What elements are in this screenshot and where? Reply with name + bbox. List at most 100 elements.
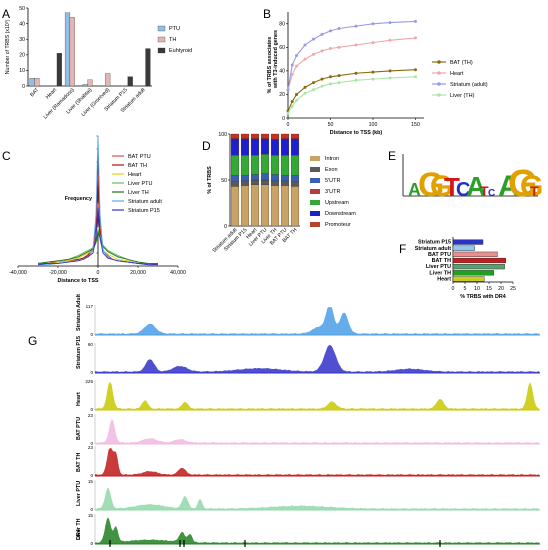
d-bar-segment — [280, 180, 290, 186]
b-point — [337, 26, 341, 30]
b-y-tick-label: 0 — [282, 116, 285, 122]
f-y-tick-label: Striatum P15 — [418, 240, 451, 246]
d-legend-swatch — [310, 178, 320, 183]
b-y-tick-label: 20 — [279, 92, 285, 98]
a-bar — [127, 76, 133, 87]
e-logo-letter: A — [408, 180, 421, 200]
b-point — [320, 49, 324, 53]
b-y-label-line: with T3-induced genes — [273, 30, 279, 89]
d-bar-segment — [270, 185, 280, 227]
d-legend-swatch — [310, 200, 320, 205]
g-scale-zero: 0 — [90, 332, 93, 337]
d-bar-segment — [270, 139, 280, 156]
b-point — [371, 22, 375, 26]
b-point — [295, 92, 298, 96]
f-y-tick-label: Heart — [437, 277, 451, 283]
b-legend-marker — [437, 93, 441, 97]
d-bar-segment — [240, 180, 250, 186]
g-scale-zero: 0 — [90, 441, 93, 446]
d-bar-segment — [250, 155, 260, 175]
g-scale-zero: 0 — [90, 407, 93, 412]
b-legend-label: Striatum (adult) — [450, 82, 488, 88]
b-point — [329, 82, 332, 86]
f-bar — [452, 276, 485, 282]
a-bar — [105, 73, 111, 87]
e-logo-letter: G — [520, 170, 543, 203]
b-legend-marker — [437, 71, 441, 75]
f-x-label: % TRBS with DR4 — [460, 294, 506, 300]
b-point — [388, 38, 392, 42]
d-bar-segment — [290, 133, 300, 139]
d-bar-segment — [230, 133, 240, 139]
c-x-tick-label: 40,000 — [170, 270, 186, 276]
b-y-tick-label: 40 — [279, 69, 285, 75]
b-point — [354, 71, 358, 75]
a-legend-swatch — [157, 47, 166, 54]
d-legend-swatch — [310, 156, 320, 161]
g-track-label: BAT TH — [76, 453, 82, 472]
f-bar — [452, 257, 506, 264]
e-logo-letter: G — [508, 163, 538, 205]
g-signal — [95, 419, 540, 444]
c-series-line — [37, 226, 158, 264]
g-signal — [95, 307, 540, 335]
panel-letter-c: C — [2, 149, 11, 163]
b-point — [329, 29, 332, 33]
d-bar-segment — [260, 179, 270, 185]
b-point — [414, 68, 417, 72]
d-bar-segment — [280, 133, 290, 139]
d-legend-label: Exon — [325, 167, 338, 173]
b-point — [320, 77, 324, 81]
g-signal — [95, 487, 540, 510]
d-bar-segment — [270, 155, 280, 175]
a-x-tick-label: Heart — [45, 87, 59, 101]
g-track-label: Striatum P15 — [76, 336, 82, 369]
a-bar — [64, 12, 71, 87]
b-legend-marker — [437, 60, 441, 64]
panel-g-genome-tracks: Striatum Adult 117 0 Striatum P15 60 0 Heart 22… — [76, 294, 540, 547]
f-bar — [452, 251, 498, 257]
d-bar-segment — [230, 186, 240, 227]
d-legend-label: 3'UTR — [325, 189, 340, 195]
b-point — [312, 37, 315, 41]
d-bar-segment — [270, 180, 280, 186]
a-y-tick-label: 0 — [22, 84, 25, 90]
f-x-tick-label: 20 — [498, 286, 504, 292]
d-bar-segment — [230, 155, 240, 176]
e-logo-letter: G — [430, 170, 453, 203]
g-track-label: DR4 — [76, 529, 82, 540]
b-legend-label: BAT (TH) — [450, 60, 473, 66]
g-scale-max: 117 — [86, 304, 94, 309]
b-x-label: Distance to TSS (kb) — [330, 130, 383, 136]
d-legend-label: Upstream — [325, 200, 349, 206]
g-track-label: BAT PTU — [76, 417, 82, 440]
d-legend-swatch — [310, 211, 320, 216]
g-scale-max: 23 — [88, 413, 94, 418]
b-x-tick-label: 50 — [328, 122, 334, 128]
b-point — [354, 78, 358, 82]
f-x-tick-label: 15 — [486, 286, 492, 292]
d-bar-segment — [250, 138, 260, 156]
d-bar-segment — [290, 186, 300, 227]
f-y-tick-label: BAT PTU — [428, 252, 451, 258]
d-legend-swatch — [310, 167, 320, 172]
b-x-tick-label: 100 — [369, 122, 378, 128]
e-logo-letter: A — [498, 170, 520, 203]
a-x-tick-label: BAT — [29, 87, 41, 99]
panel-letter-e: E — [388, 149, 396, 163]
b-point — [312, 81, 315, 85]
b-series-line — [287, 69, 416, 112]
c-series-line — [37, 230, 158, 264]
d-bar-segment — [240, 155, 250, 176]
d-bar-segment — [260, 154, 270, 174]
d-legend-label: Intron — [325, 156, 339, 162]
c-x-tick-label: 0 — [97, 270, 100, 276]
b-point — [303, 57, 307, 61]
g-scale-max: 60 — [88, 342, 94, 347]
b-legend-label: Liver (TH) — [450, 93, 475, 99]
d-bar-segment — [250, 133, 260, 139]
b-point — [303, 43, 307, 47]
g-scale-max: 15 — [88, 513, 94, 518]
